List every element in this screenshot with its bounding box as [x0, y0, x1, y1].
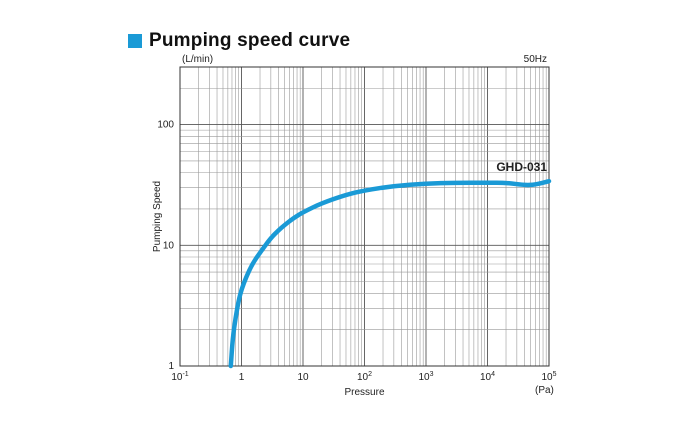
x-tick-label: 10-1 — [171, 371, 188, 383]
x-tick-label: 103 — [418, 371, 433, 383]
y-unit-label: (L/min) — [182, 54, 213, 65]
section-title: Pumping speed curve — [149, 30, 351, 51]
x-tick-label: 105 — [541, 371, 556, 383]
frequency-label: 50Hz — [524, 54, 547, 65]
section-header: Pumping speed curve — [128, 30, 350, 52]
label-layer: (L/min) 50Hz Pumping Speed Pressure (Pa)… — [152, 54, 557, 398]
series-layer — [228, 178, 552, 369]
y-tick-label: 10 — [163, 240, 175, 251]
x-unit-label: (Pa) — [535, 385, 554, 396]
x-tick-label: 104 — [480, 371, 495, 383]
y-tick-label: 100 — [157, 120, 174, 131]
y-axis-label: Pumping Speed — [152, 181, 163, 252]
x-tick-label: 1 — [239, 372, 245, 383]
x-tick-label: 102 — [357, 371, 372, 383]
plot-frame — [179, 66, 550, 367]
section-marker-icon — [128, 34, 142, 48]
y-tick-label: 1 — [168, 361, 174, 372]
x-axis-label: Pressure — [344, 387, 384, 398]
grid — [180, 67, 549, 366]
series-line-0 — [228, 178, 552, 369]
series-label: GHD-031 — [496, 160, 547, 174]
x-tick-label: 10 — [297, 372, 309, 383]
